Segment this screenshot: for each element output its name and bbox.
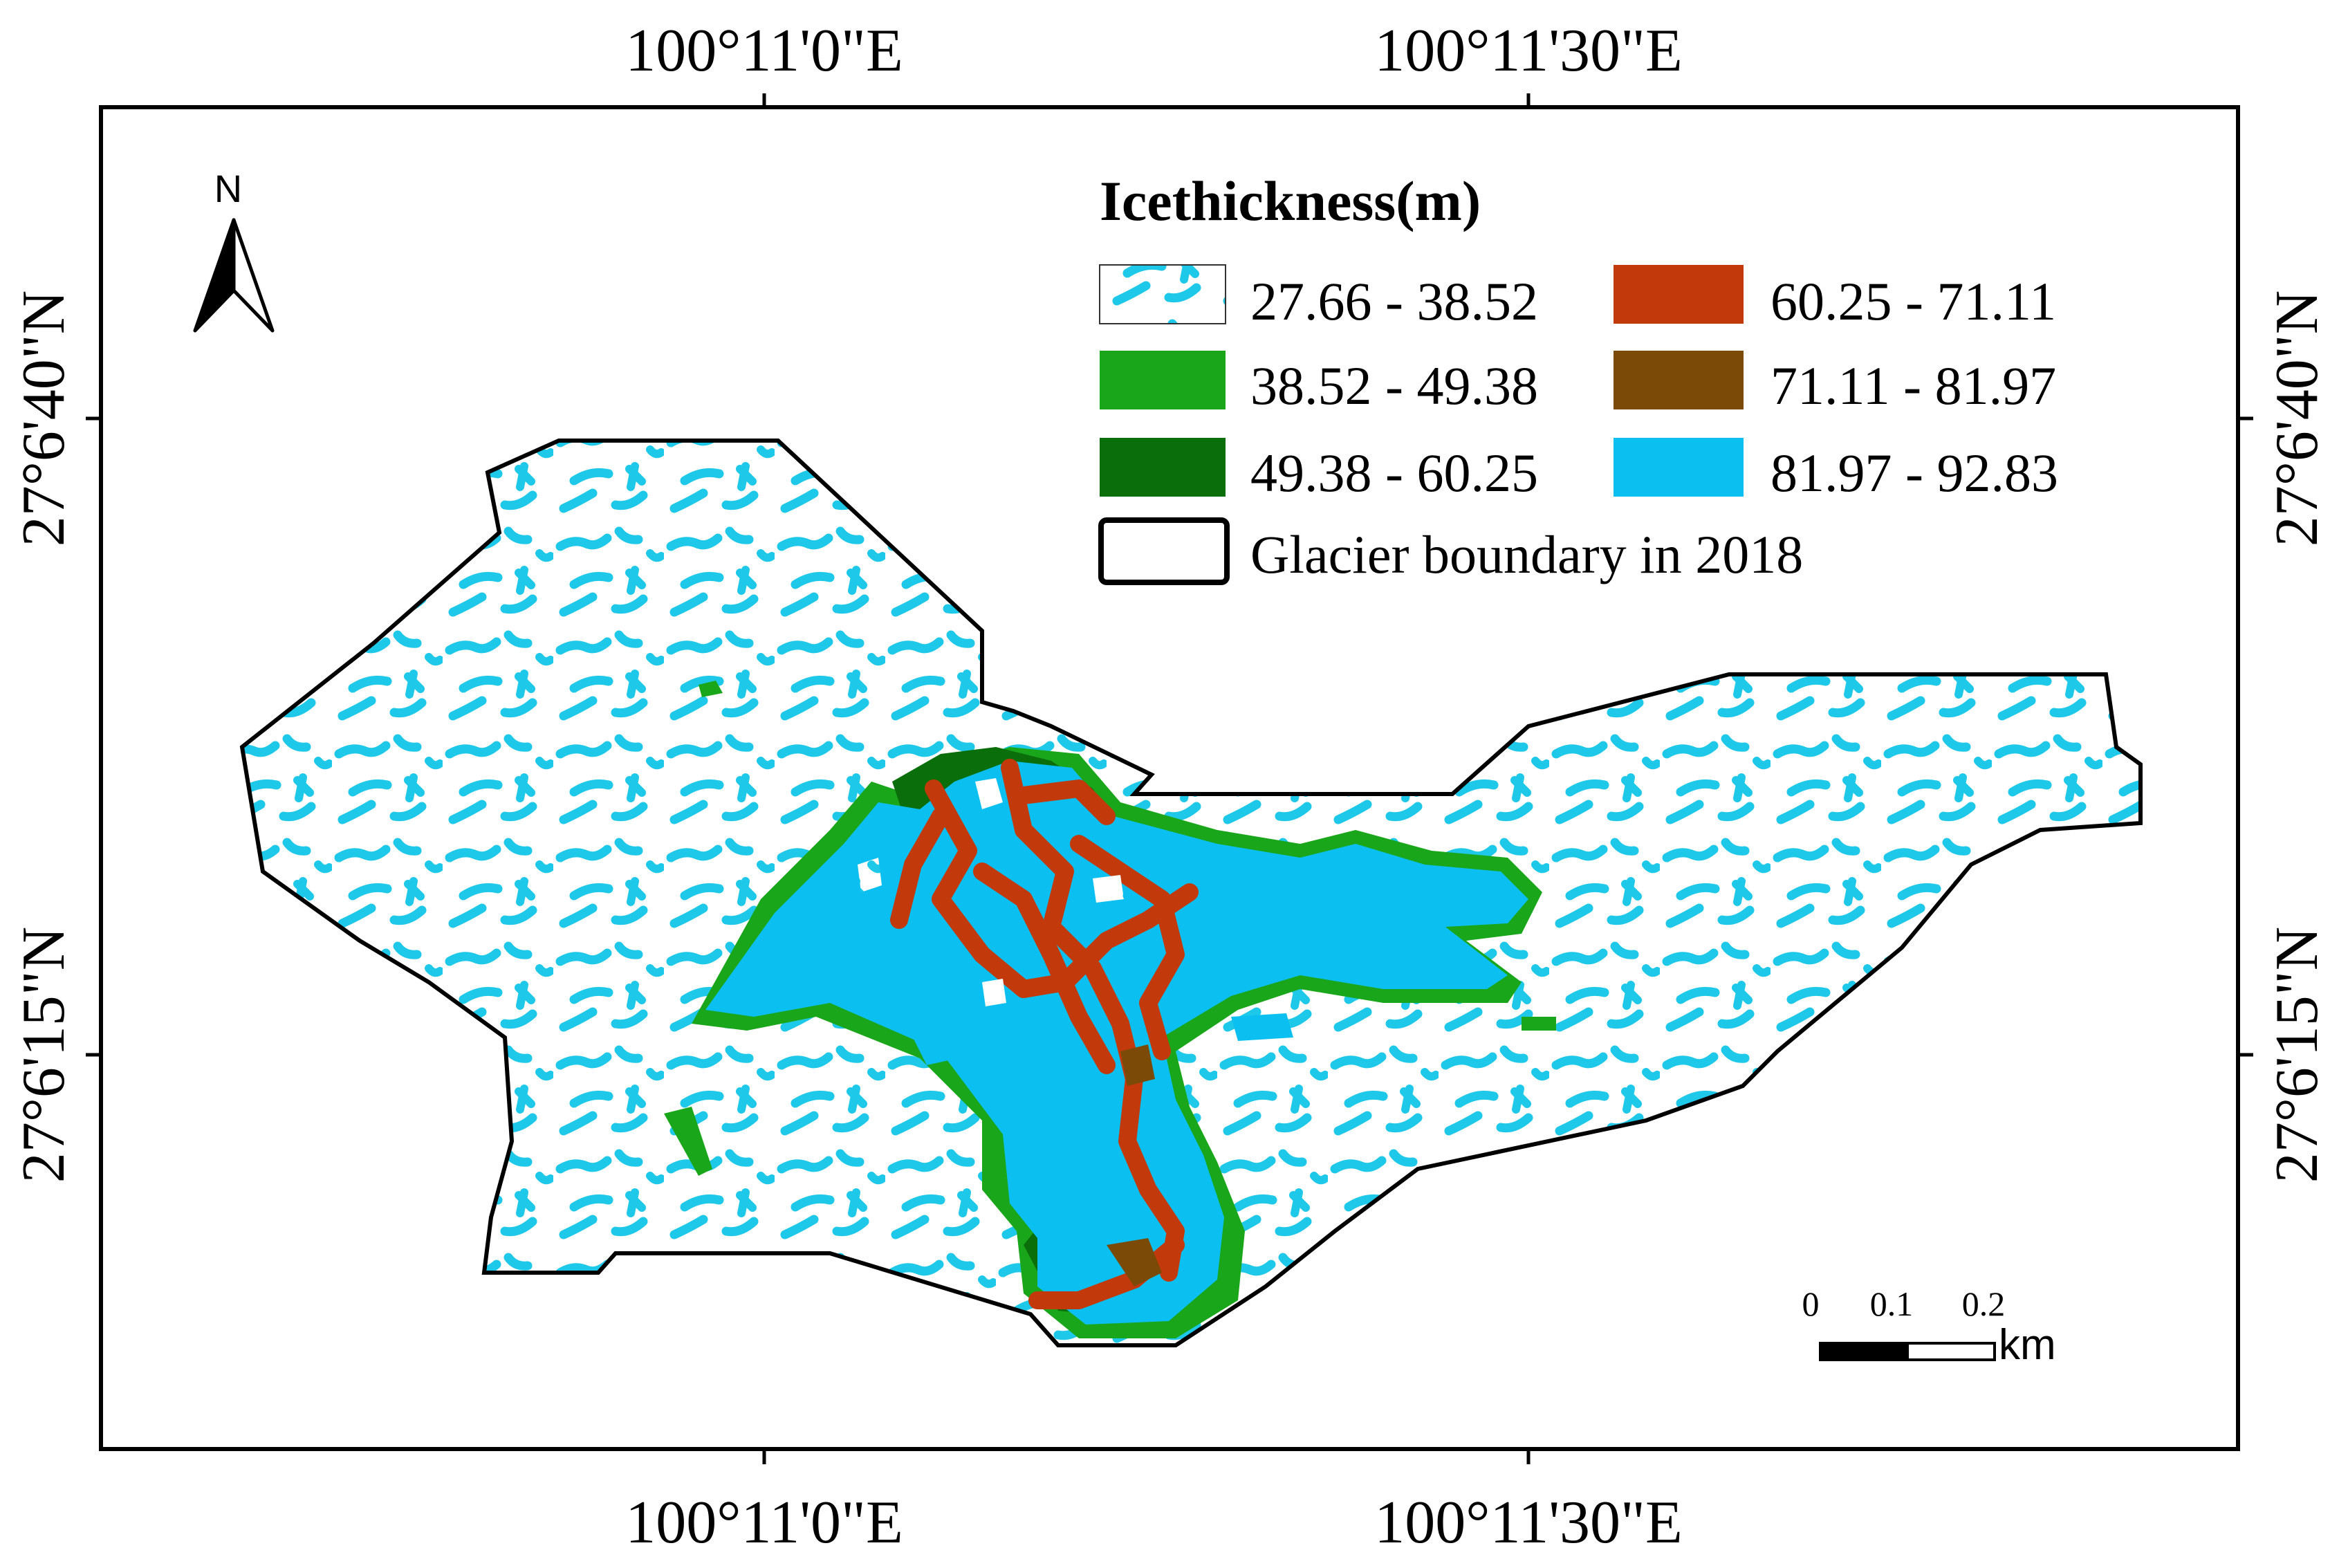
graticule-ticks xyxy=(86,93,2253,1464)
legend-swatch-60-71 xyxy=(1614,265,1744,324)
zone-60-71 xyxy=(890,759,1199,1309)
north-arrow-icon xyxy=(193,218,275,333)
legend-label-38-49: 38.52 - 49.38 xyxy=(1250,356,1538,416)
glacier-boundary-2018 xyxy=(239,439,2143,1347)
legend-swatch-38-49 xyxy=(1100,351,1226,409)
scale-tick-1: 0.1 xyxy=(1870,1284,1914,1323)
legend-label-71-81: 71.11 - 81.97 xyxy=(1771,356,2056,416)
legend-label-49-60: 49.38 - 60.25 xyxy=(1250,443,1538,503)
glacier-area xyxy=(239,439,2143,1347)
left-latitude-label-1: 27°6'40"N xyxy=(10,290,77,547)
right-latitude-label-2: 27°6'15"N xyxy=(2264,927,2331,1183)
legend-label-60-71: 60.25 - 71.11 xyxy=(1771,271,2056,331)
scale-tick-2: 0.2 xyxy=(1962,1284,2006,1323)
scale-segment-white xyxy=(1906,1342,1996,1361)
north-label: N xyxy=(214,167,242,210)
scale-unit: km xyxy=(1999,1321,2056,1369)
legend-swatch-27-38 xyxy=(1099,264,1226,324)
legend: Icethickness(m) 27.66 - 38.52 38.52 - 49… xyxy=(1098,169,2058,585)
legend-label-boundary: Glacier boundary in 2018 xyxy=(1250,524,1803,584)
north-arrow: N xyxy=(193,167,275,333)
zone-71-81 xyxy=(1107,1044,1162,1286)
bottom-longitude-label-1: 100°11'0"E xyxy=(625,1489,903,1556)
scale-segment-black xyxy=(1820,1343,1907,1360)
scale-bar-outline xyxy=(1819,1342,1996,1361)
legend-swatch-71-81 xyxy=(1614,351,1744,409)
legend-swatch-81-92 xyxy=(1614,438,1744,497)
bottom-longitude-label-2: 100°11'30"E xyxy=(1374,1489,1682,1556)
legend-swatch-boundary xyxy=(1098,517,1230,585)
legend-label-27-38: 27.66 - 38.52 xyxy=(1250,271,1538,331)
legend-label-81-92: 81.97 - 92.83 xyxy=(1771,443,2058,503)
zone-holes xyxy=(858,778,1124,1006)
top-longitude-label-2: 100°11'30"E xyxy=(1374,17,1682,84)
scale-bar: 0 0.1 0.2 km xyxy=(1802,1284,2056,1369)
legend-title: Icethickness(m) xyxy=(1100,169,1481,232)
scale-tick-0: 0 xyxy=(1802,1284,1820,1323)
top-longitude-label-1: 100°11'0"E xyxy=(625,17,903,84)
right-latitude-label-1: 27°6'40"N xyxy=(2264,290,2331,547)
legend-swatch-49-60 xyxy=(1100,438,1226,497)
left-latitude-label-2: 27°6'15"N xyxy=(10,927,77,1183)
